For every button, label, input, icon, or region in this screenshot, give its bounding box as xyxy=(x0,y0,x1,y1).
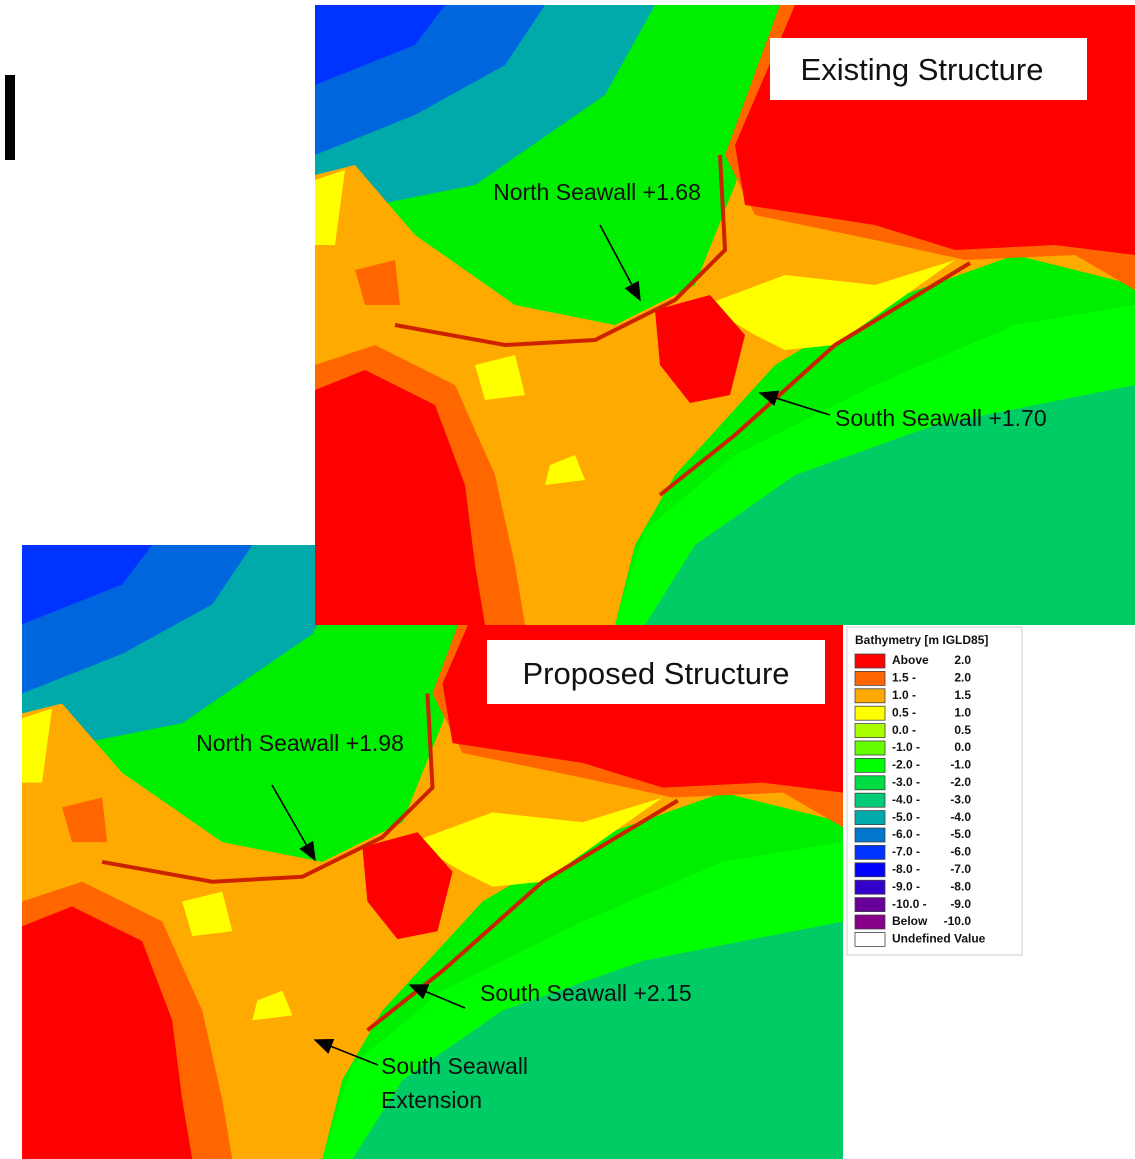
legend-label: 0.0 xyxy=(954,740,971,754)
legend-label: -2.0 - xyxy=(892,758,920,772)
legend-swatch xyxy=(855,758,885,772)
legend-swatch xyxy=(855,828,885,842)
label: Extension xyxy=(381,1087,482,1113)
legend-title: Bathymetry [m IGLD85] xyxy=(855,633,988,647)
legend-label: -9.0 - xyxy=(892,879,920,893)
legend-label: -3.0 xyxy=(950,792,971,806)
legend-label: -1.0 xyxy=(950,758,971,772)
legend-swatch xyxy=(855,932,885,946)
legend-label: 0.0 - xyxy=(892,723,916,737)
legend-label: -6.0 - xyxy=(892,827,920,841)
existing-map: Existing Structure North Seawall +1.68 S… xyxy=(315,5,1135,625)
panel-title: Existing Structure xyxy=(801,52,1044,87)
bar xyxy=(5,75,15,160)
legend-label: Undefined Value xyxy=(892,932,986,946)
legend-swatch xyxy=(855,671,885,685)
legend-label: -7.0 - xyxy=(892,845,920,859)
legend-swatch xyxy=(855,898,885,912)
legend-label: -8.0 - xyxy=(892,862,920,876)
legend-label: 1.5 - xyxy=(892,671,916,685)
legend-label: 1.5 xyxy=(954,688,971,702)
legend-swatch xyxy=(855,706,885,720)
legend-label: -8.0 xyxy=(950,879,971,893)
legend-label: -5.0 - xyxy=(892,810,920,824)
legend-label: -1.0 - xyxy=(892,740,920,754)
legend-label: -2.0 xyxy=(950,775,971,789)
legend-label: -7.0 xyxy=(950,862,971,876)
legend-swatch xyxy=(855,654,885,668)
legend-swatch xyxy=(855,863,885,877)
legend-label: -9.0 xyxy=(950,897,971,911)
legend-swatch xyxy=(855,880,885,894)
legend-label: 2.0 xyxy=(954,671,971,685)
legend-swatch xyxy=(855,689,885,703)
legend-swatch xyxy=(855,793,885,807)
legend-label: -5.0 xyxy=(950,827,971,841)
legend-label: -10.0 xyxy=(944,914,972,928)
legend-swatch xyxy=(855,845,885,859)
label: South Seawall xyxy=(381,1053,528,1079)
legend-swatch xyxy=(855,811,885,825)
label: South Seawall +2.15 xyxy=(480,980,692,1006)
legend-label: 0.5 xyxy=(954,723,971,737)
legend-label: 0.5 - xyxy=(892,705,916,719)
label: South Seawall +1.70 xyxy=(835,405,1047,431)
legend-label: -3.0 - xyxy=(892,775,920,789)
proposed-map: Proposed Structure North Seawall +1.98 S… xyxy=(22,545,843,1159)
legend-label: Above xyxy=(892,653,929,667)
legend-swatch xyxy=(855,915,885,929)
legend-label: -4.0 xyxy=(950,810,971,824)
legend-label: 2.0 xyxy=(954,653,971,667)
legend-label: -6.0 xyxy=(950,845,971,859)
panel-title: Proposed Structure xyxy=(522,656,789,691)
legend-label: Below xyxy=(892,914,928,928)
legend-label: -10.0 - xyxy=(892,897,927,911)
legend-label: -4.0 - xyxy=(892,792,920,806)
legend-swatch xyxy=(855,724,885,738)
legend-swatch xyxy=(855,741,885,755)
figure: Proposed Structure North Seawall +1.98 S… xyxy=(0,0,1135,1159)
legend-label: 1.0 xyxy=(954,705,971,719)
legend-swatch xyxy=(855,776,885,790)
label: North Seawall +1.98 xyxy=(196,730,404,756)
legend-label: 1.0 - xyxy=(892,688,916,702)
label: North Seawall +1.68 xyxy=(493,179,701,205)
